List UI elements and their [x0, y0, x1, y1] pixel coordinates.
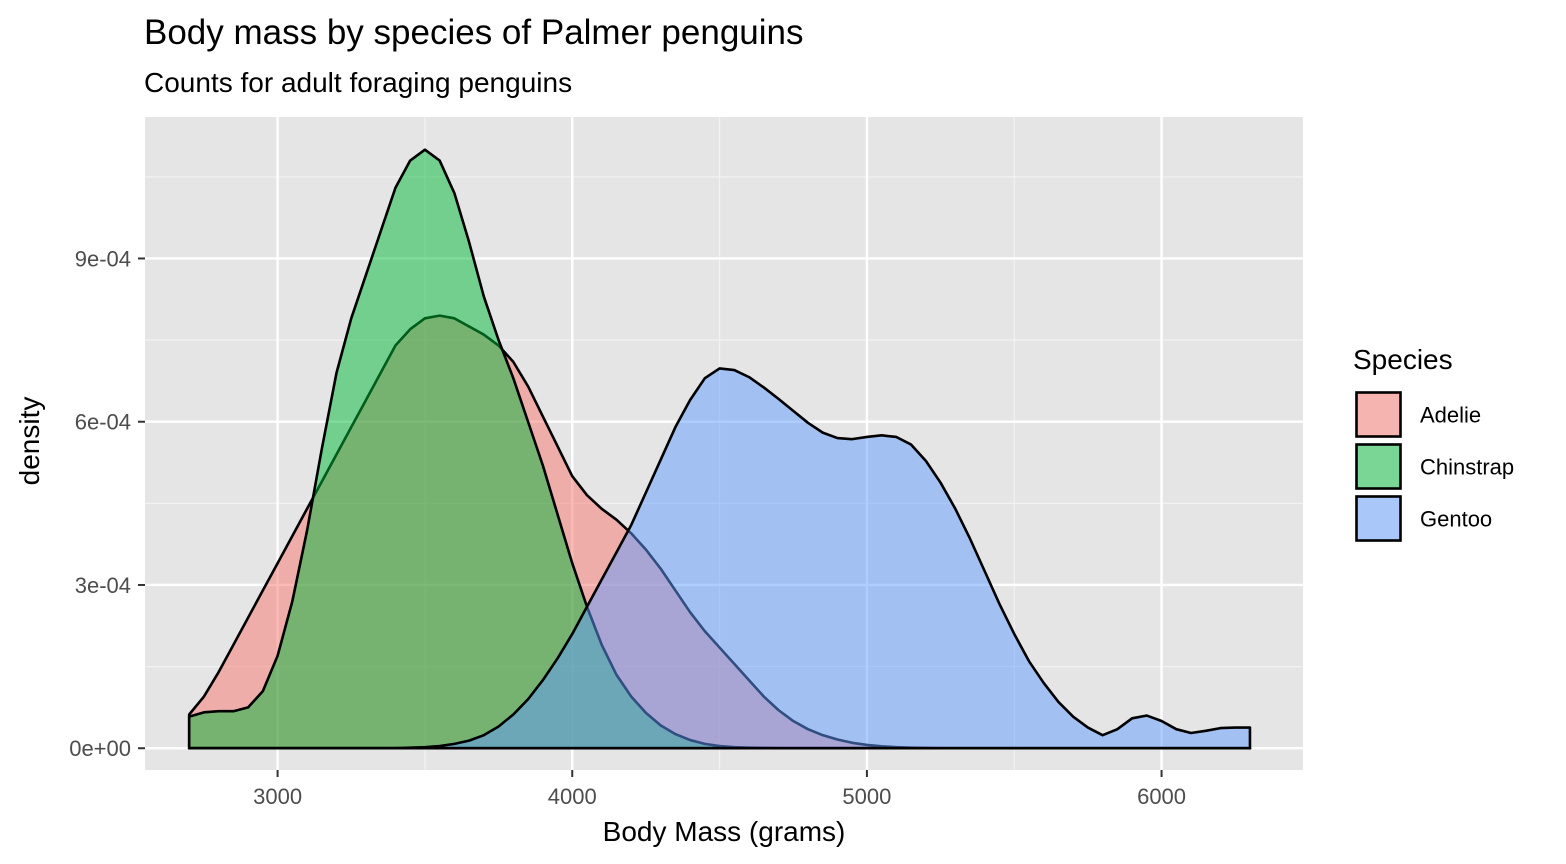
legend-swatch-adelie — [1355, 391, 1402, 438]
legend-items: Adelie Chinstrap Gentoo — [1355, 391, 1514, 542]
x-axis-title: Body Mass (grams) — [603, 816, 846, 847]
legend: Species Adelie Chinstrap Gentoo — [1353, 344, 1514, 542]
legend-label-chinstrap: Chinstrap — [1420, 455, 1514, 480]
x-axis-ticks: 3000 4000 5000 6000 — [253, 770, 1186, 809]
y-tick-label: 3e-04 — [75, 573, 131, 598]
chart-subtitle: Counts for adult foraging penguins — [144, 67, 572, 98]
y-axis-title: density — [14, 397, 45, 486]
density-areas — [187, 148, 1252, 750]
y-tick-label: 9e-04 — [75, 246, 131, 271]
y-tick-label: 0e+00 — [69, 736, 131, 761]
y-tick-label: 6e-04 — [75, 410, 131, 435]
x-tick-label: 5000 — [842, 784, 891, 809]
x-tick-label: 6000 — [1137, 784, 1186, 809]
x-tick-label: 3000 — [253, 784, 302, 809]
y-axis-ticks: 0e+00 3e-04 6e-04 9e-04 — [69, 246, 145, 761]
chart-title: Body mass by species of Palmer penguins — [144, 13, 804, 52]
legend-swatch-gentoo — [1355, 495, 1402, 542]
legend-label-gentoo: Gentoo — [1420, 507, 1492, 532]
legend-title: Species — [1353, 344, 1453, 375]
density-area-gentoo — [187, 367, 1252, 750]
legend-swatch-chinstrap — [1355, 443, 1402, 490]
legend-label-adelie: Adelie — [1420, 403, 1481, 428]
x-tick-label: 4000 — [548, 784, 597, 809]
